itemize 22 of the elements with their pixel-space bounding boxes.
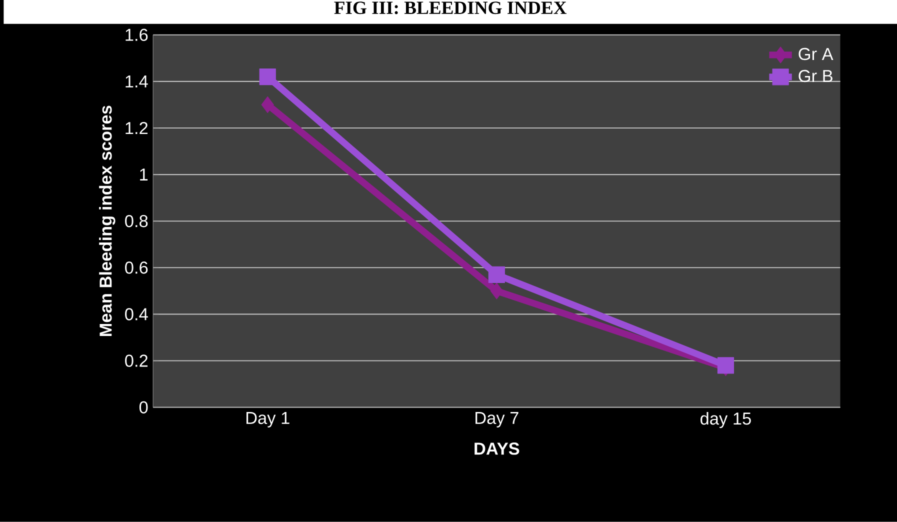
x-tick-label: day 15 [700,412,751,428]
y-tick-label: 0.6 [125,262,148,274]
point [488,266,505,284]
point [717,357,734,374]
x-tick-label: Day 7 [476,412,518,428]
y-tick-label: 0 [139,401,148,414]
legend-label: Gr A [798,48,834,60]
y-tick-label: 1 [140,168,148,181]
y-tick-label: 0.4 [125,308,148,320]
y-tick-label: 1.4 [126,76,148,88]
x-tick-label: Day 1 [246,412,290,428]
y-tick-label: 0.8 [125,215,148,228]
y-tick-label: 1.2 [126,122,148,134]
x-axis-title: DAYS [474,442,520,455]
point [490,282,503,300]
chart-title: FIG III: BLEEDING INDEX [334,2,567,14]
point [259,68,276,86]
y-axis-title: Mean Bleeding index scores [99,106,116,336]
legend-label: Gr B [798,70,832,82]
point [261,96,274,114]
y-tick-label: 0.2 [125,354,148,367]
y-tick-label: 1.6 [126,28,148,42]
